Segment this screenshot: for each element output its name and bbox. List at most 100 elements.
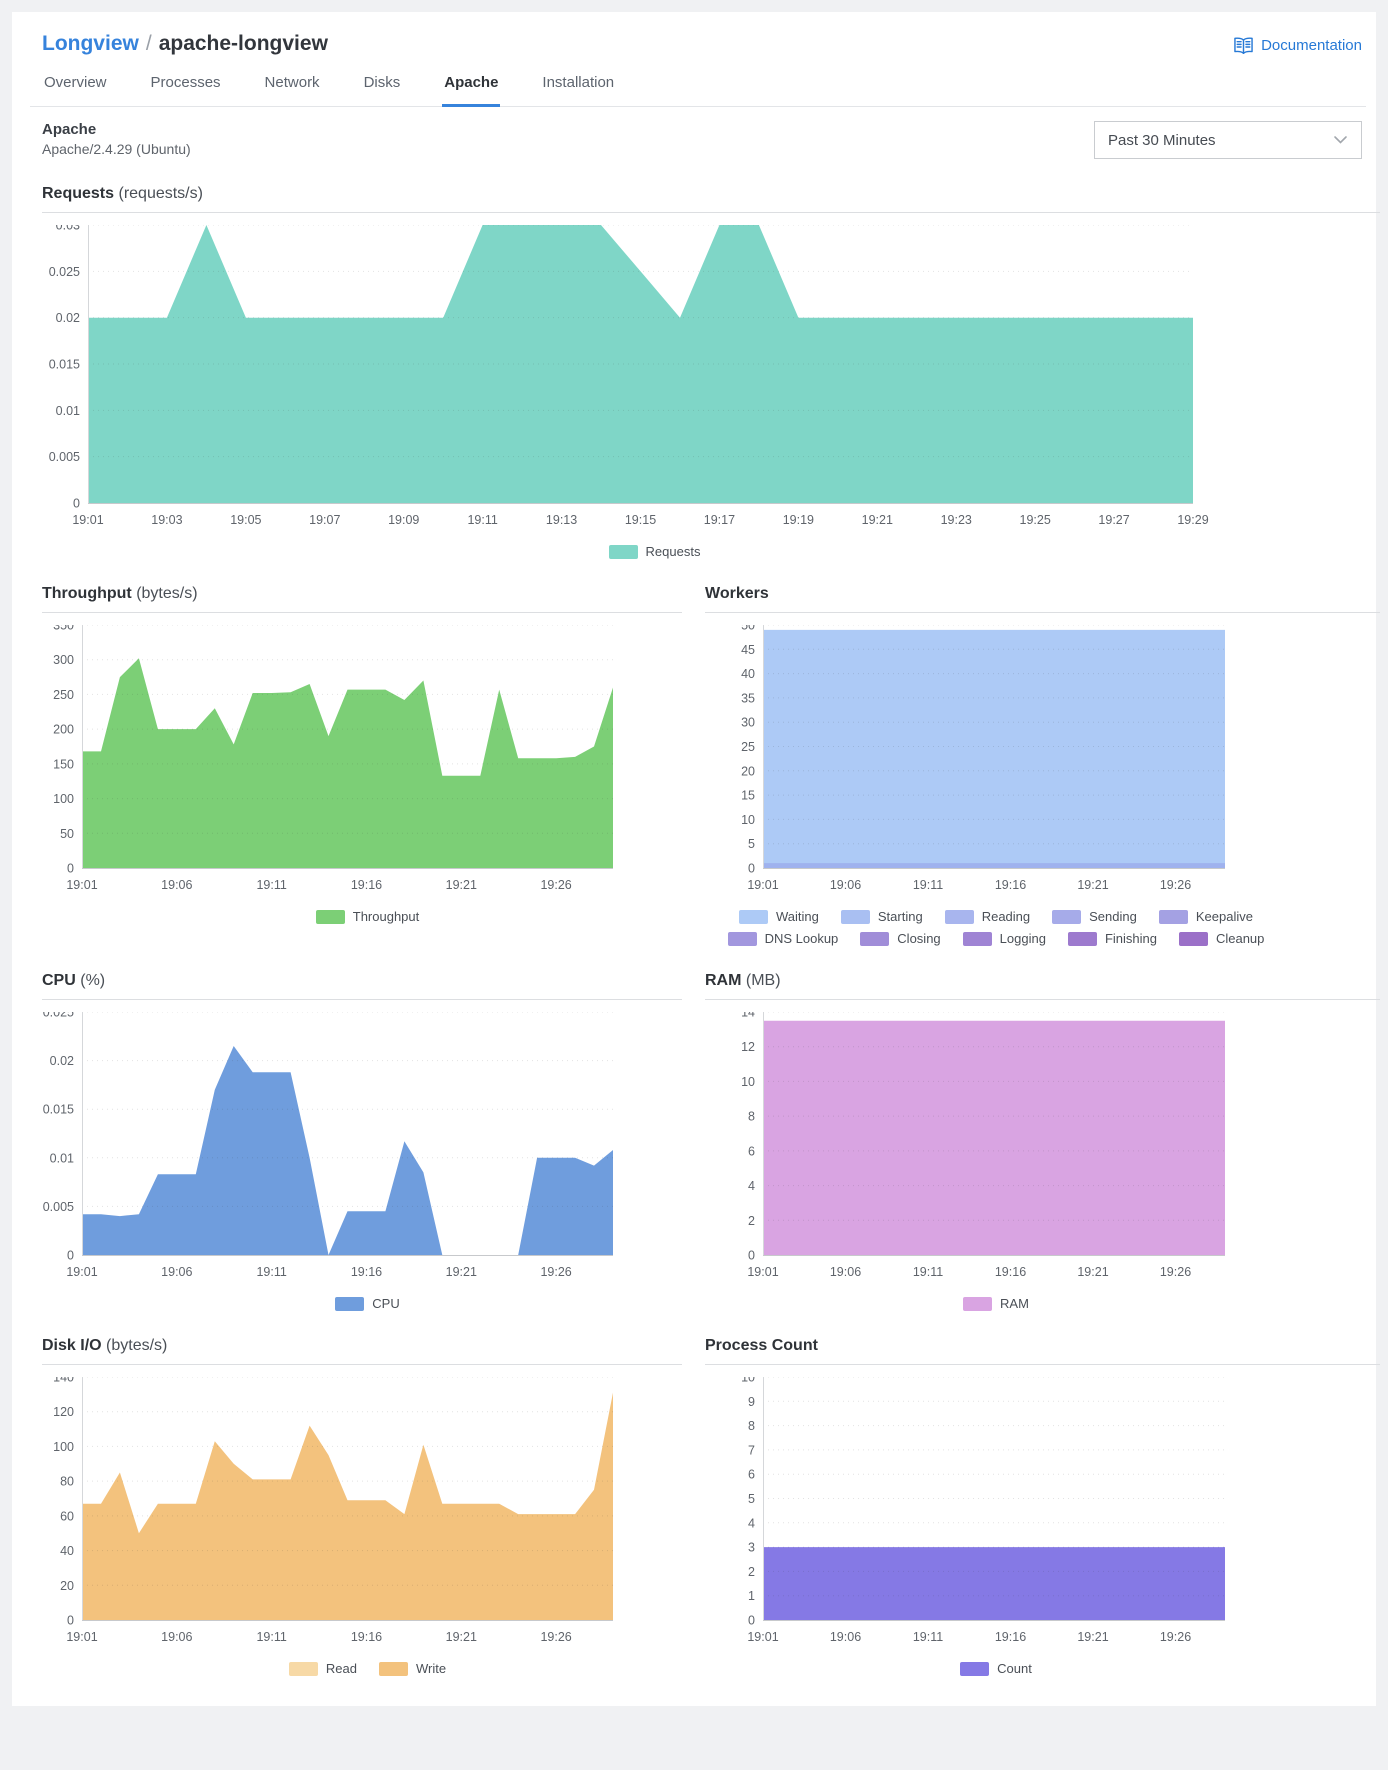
x-tick-label: 19:09 <box>388 513 419 527</box>
legend-row: Requests <box>598 544 712 559</box>
legend-disk-io: Read Write <box>42 1661 693 1676</box>
legend-label: Count <box>997 1661 1032 1676</box>
x-tick-label: 19:21 <box>446 1630 477 1644</box>
throughput-plot: 0 50 100 150 200 250 300 350 19:01 19:06 19:11 19:1… <box>53 619 613 892</box>
legend-label: Waiting <box>776 909 819 924</box>
chart-title-requests: Requests (requests/s) <box>42 185 1380 213</box>
legend-label: Keepalive <box>1195 909 1253 924</box>
legend-row: Waiting Starting Reading Sending Keepalive <box>728 909 1264 924</box>
workers-plot: 0 5 10 15 20 25 30 35 40 45 50 19:01 19:06 19:11 19:16… <box>741 619 1225 892</box>
time-range-select[interactable]: Past 30 Minutes <box>1094 121 1362 159</box>
x-tick-label: 19:06 <box>830 1265 861 1279</box>
y-tick-label: 50 <box>60 827 74 841</box>
legend-item-finishing[interactable]: Finishing <box>1067 931 1157 946</box>
tab-processes[interactable]: Processes <box>150 74 221 91</box>
breadcrumb-separator: / <box>145 32 152 55</box>
legend-item-count[interactable]: Count <box>960 1661 1032 1676</box>
chart-title-text: RAM <box>705 972 742 989</box>
legend-swatch <box>739 909 769 924</box>
documentation-link[interactable]: Documentation <box>1232 36 1362 55</box>
legend-item-starting[interactable]: Starting <box>840 909 923 924</box>
x-tick-label: 19:11 <box>913 1265 943 1279</box>
legend-swatch <box>962 931 992 946</box>
x-tick-label: 19:06 <box>161 1265 192 1279</box>
x-tick-label: 19:26 <box>540 1630 571 1644</box>
chart-unit-text: (bytes/s) <box>106 1337 168 1354</box>
chart-title-process-count: Process Count <box>705 1337 1380 1365</box>
x-tick-label: 19:11 <box>256 1630 286 1644</box>
tab-overview[interactable]: Overview <box>44 74 107 91</box>
legend-item-dns-lookup[interactable]: DNS Lookup <box>727 931 838 946</box>
legend-swatch <box>727 931 757 946</box>
y-tick-label: 100 <box>53 792 74 806</box>
legend-swatch <box>840 909 870 924</box>
y-tick-label: 350 <box>53 625 74 633</box>
legend-label: Write <box>415 1661 447 1676</box>
y-tick-label: 0.02 <box>56 311 80 325</box>
breadcrumb-longview-link[interactable]: Longview <box>42 32 139 55</box>
legend-swatch <box>315 909 345 924</box>
x-tick-label: 19:16 <box>351 1265 382 1279</box>
chart-ram: RAM (MB) 0 2 4 6 8 10 12 14 19:01 19:06 19:11 19:16 1… <box>705 972 1380 1311</box>
legend-item-read[interactable]: Read <box>288 1661 357 1676</box>
y-tick-label: 250 <box>53 688 74 702</box>
legend-process-count: Count <box>705 1661 1287 1676</box>
legend-item-keepalive[interactable]: Keepalive <box>1158 909 1253 924</box>
y-tick-label: 15 <box>741 789 755 803</box>
legend-item-ram[interactable]: RAM <box>963 1296 1029 1311</box>
disk-io-plot: 0 20 40 60 80 100 120 140 19:01 19:06 19:11 19:16 19… <box>53 1371 613 1644</box>
cpu-plot: 0 0.005 0.01 0.015 0.02 0.025 19:01 19:06 19:11 1… <box>43 1006 613 1279</box>
x-tick-label: 19:26 <box>1160 1265 1191 1279</box>
tab-installation[interactable]: Installation <box>542 74 615 91</box>
legend-item-closing[interactable]: Closing <box>860 931 941 946</box>
y-tick-label: 200 <box>53 723 74 737</box>
chart-unit-text: (%) <box>80 972 106 989</box>
section-subtitle: Apache/2.4.29 (Ubuntu) <box>42 141 191 157</box>
y-tick-label: 0.025 <box>49 265 80 279</box>
x-tick-label: 19:21 <box>446 1265 477 1279</box>
x-tick-label: 19:16 <box>995 878 1026 892</box>
legend-item-cpu[interactable]: CPU <box>335 1296 400 1311</box>
y-tick-label: 0 <box>67 862 74 876</box>
time-range-value: Past 30 Minutes <box>1108 131 1216 149</box>
legend-item-requests[interactable]: Requests <box>608 544 700 559</box>
x-tick-label: 19:15 <box>625 513 656 527</box>
legend-item-sending[interactable]: Sending <box>1052 909 1137 924</box>
legend-swatch <box>1067 931 1097 946</box>
legend-label: RAM <box>1000 1296 1029 1311</box>
tab-apache[interactable]: Apache <box>442 70 501 107</box>
y-tick-label: 30 <box>741 716 755 730</box>
content-card: Longview / apache-longview Documentation O… <box>12 12 1380 1706</box>
chart-unit-text: (MB) <box>745 972 781 989</box>
legend-label: Logging <box>999 931 1046 946</box>
legend-item-logging[interactable]: Logging <box>962 931 1046 946</box>
tab-disks[interactable]: Disks <box>363 74 401 91</box>
y-tick-label: 0.015 <box>43 1103 74 1117</box>
chart-title-disk-io: Disk I/O (bytes/s) <box>42 1337 682 1365</box>
y-tick-label: 80 <box>60 1475 74 1489</box>
x-tick-label: 19:07 <box>309 513 340 527</box>
y-tick-label: 5 <box>748 837 755 851</box>
legend-swatch <box>378 1661 408 1676</box>
y-tick-label: 45 <box>741 643 755 657</box>
y-tick-label: 60 <box>60 1509 74 1523</box>
chart-row: Throughput (bytes/s) 0 50 100 150 200 250 300 35… <box>42 559 1380 946</box>
legend-item-cleanup[interactable]: Cleanup <box>1178 931 1264 946</box>
chart-requests: Requests (requests/s) 0 0.005 0.01 0.015 0.02… <box>42 185 1380 559</box>
legend-item-reading[interactable]: Reading <box>944 909 1030 924</box>
tab-network[interactable]: Network <box>264 74 320 91</box>
legend-item-waiting[interactable]: Waiting <box>739 909 819 924</box>
x-tick-label: 19:16 <box>995 1265 1026 1279</box>
x-tick-label: 19:17 <box>704 513 735 527</box>
chart-throughput: Throughput (bytes/s) 0 50 100 150 200 250 300 35… <box>42 585 682 946</box>
chart-unit-text: (requests/s) <box>118 185 203 202</box>
sub-header: Apache Apache/2.4.29 (Ubuntu) Past 30 Mi… <box>30 107 1366 159</box>
x-tick-label: 19:26 <box>1160 1630 1191 1644</box>
y-tick-label: 10 <box>741 1075 755 1089</box>
chart-disk-io: Disk I/O (bytes/s) 0 20 40 60 80 100 120 140 19:0… <box>42 1337 682 1676</box>
x-tick-label: 19:01 <box>72 513 103 527</box>
legend-item-throughput[interactable]: Throughput <box>315 909 419 924</box>
x-tick-label: 19:11 <box>913 878 943 892</box>
tab-bar: Overview Processes Network Disks Apache Insta… <box>30 70 1366 107</box>
legend-item-write[interactable]: Write <box>378 1661 447 1676</box>
